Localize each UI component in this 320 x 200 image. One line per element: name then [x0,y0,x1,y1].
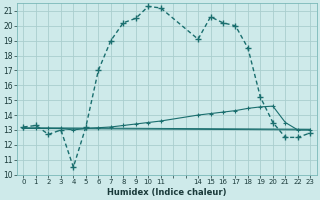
X-axis label: Humidex (Indice chaleur): Humidex (Indice chaleur) [107,188,227,197]
